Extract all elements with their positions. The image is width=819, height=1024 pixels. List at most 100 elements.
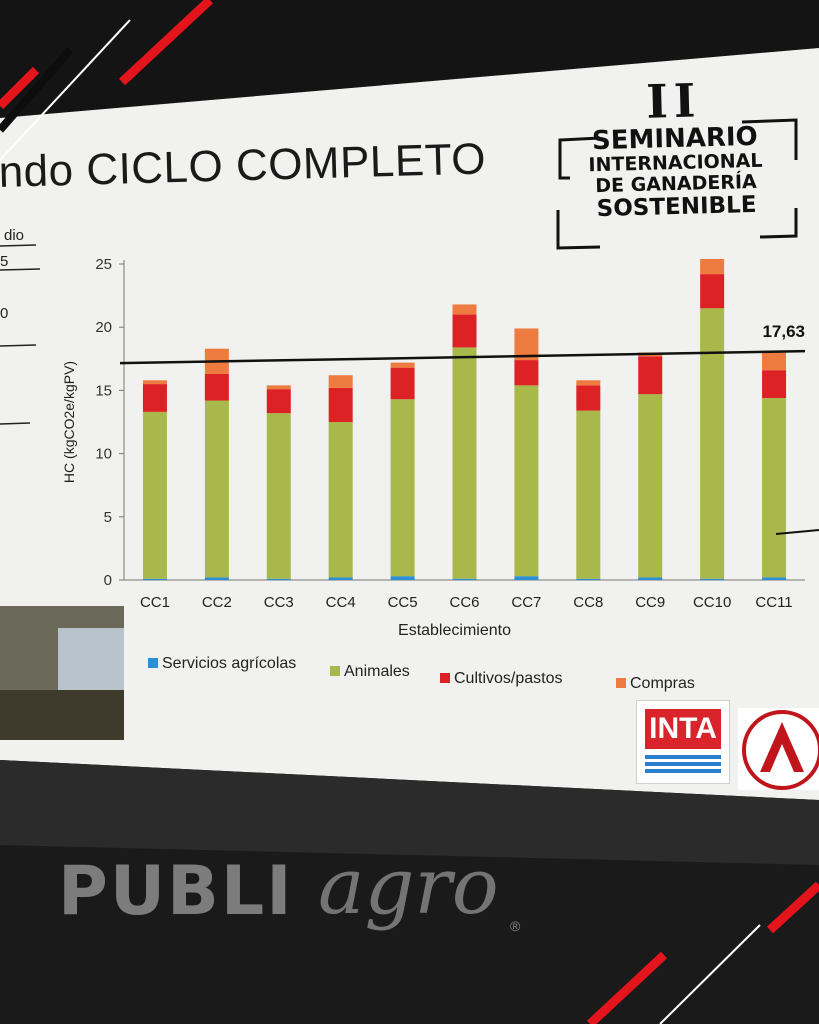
bar-segment-servicios <box>390 576 415 580</box>
accent-stripe <box>586 951 668 1024</box>
bar-segment-compras <box>142 380 167 385</box>
bar-segment-cultivos <box>638 356 663 395</box>
pointer-line <box>775 529 819 535</box>
bar-segment-compras <box>390 362 415 368</box>
x-tick-label: CC8 <box>573 594 603 611</box>
seminar-bracket <box>556 210 601 250</box>
accent-stripe <box>0 47 74 133</box>
bar-segment-cultivos <box>576 385 601 411</box>
y-tick-label: 20 <box>95 319 112 336</box>
bar-segment-animales <box>390 399 415 577</box>
x-tick-label: CC4 <box>326 594 356 611</box>
reference-line <box>119 349 806 365</box>
registered-mark: ® <box>510 918 521 934</box>
publiagro-watermark: PUBLI <box>58 852 294 931</box>
fragment-text: 5 <box>0 253 8 270</box>
bar-segment-servicios <box>762 577 787 580</box>
legend-label-servicios: Servicios agrícolas <box>162 655 296 672</box>
seminar-roman: II <box>645 73 703 129</box>
accent-stripe <box>118 0 214 86</box>
bar-segment-cultivos <box>266 389 291 414</box>
bar-segment-animales <box>576 410 601 579</box>
bar-segment-servicios <box>266 578 291 580</box>
stage-edge <box>0 845 819 1024</box>
inta-stripe <box>645 755 721 759</box>
x-tick-label: CC6 <box>449 594 479 611</box>
legend-swatch-animales <box>330 666 340 676</box>
inta-logo: INTA <box>636 700 730 784</box>
fragment-rule <box>0 344 37 347</box>
y-tick-label: 10 <box>95 446 112 463</box>
seminar-bracket <box>759 208 798 239</box>
bar-segment-servicios <box>142 578 167 580</box>
x-tick-label: CC5 <box>388 594 418 611</box>
bar-segment-servicios <box>452 578 477 580</box>
y-axis-label: HC (kgCO2e/kgPV) <box>61 361 77 483</box>
seminar-bracket <box>558 136 601 180</box>
accent-stripe <box>766 881 819 934</box>
fragment-rule <box>0 244 37 247</box>
accent-stripe <box>659 924 761 1024</box>
bar-segment-compras <box>576 380 601 386</box>
bar-segment-cultivos <box>390 367 415 400</box>
legend-label-compras: Compras <box>630 675 695 692</box>
bar-segment-animales <box>204 400 229 578</box>
x-tick-label: CC10 <box>693 594 731 611</box>
bar-segment-servicios <box>576 578 601 580</box>
x-tick-label: CC9 <box>635 594 665 611</box>
bar-segment-animales <box>142 411 167 579</box>
bar-segment-animales <box>638 394 663 578</box>
bar-segment-servicios <box>700 578 725 580</box>
bar-segment-cultivos <box>514 360 539 386</box>
legend-swatch-servicios <box>148 658 158 668</box>
bar-segment-servicios <box>204 577 229 580</box>
bar-segment-servicios <box>638 577 663 580</box>
seminar-bracket <box>741 118 798 160</box>
bar-segment-animales <box>514 385 539 577</box>
fragment-text: dio <box>4 227 24 244</box>
bar-segment-animales <box>266 413 291 579</box>
y-tick-label: 5 <box>104 509 112 526</box>
seminar-logo: II SEMINARIO INTERNACIONAL DE GANADERÍA … <box>554 73 797 251</box>
bar-segment-servicios <box>328 577 353 580</box>
bar-segment-compras <box>266 385 291 390</box>
y-tick-label: 15 <box>95 382 112 399</box>
fragment-text: 0 <box>0 305 8 322</box>
accent-stripe <box>0 66 40 110</box>
inta-stripe <box>645 769 721 773</box>
x-tick-label: CC1 <box>140 594 170 611</box>
bar-segment-cultivos <box>700 274 725 309</box>
x-tick-label: CC2 <box>202 594 232 611</box>
bar-segment-animales <box>762 397 787 578</box>
x-tick-label: CC3 <box>264 594 294 611</box>
photo-ground <box>0 690 124 740</box>
accent-stripe <box>0 19 131 161</box>
bar-segment-cultivos <box>762 370 787 398</box>
bar-segment-compras <box>328 375 353 388</box>
x-tick-label: CC7 <box>511 594 541 611</box>
faculty-logo-letter <box>760 722 804 772</box>
reference-line-label: 17,63 <box>762 322 805 341</box>
stacked-bar-chart: 0 5 10 15 20 25 HC (kgCO2e/kgPV) CC1 CC2 CC3 CC4 CC… <box>61 256 819 692</box>
publiagro-watermark-script: agro <box>318 842 499 932</box>
bar-segment-compras <box>762 351 787 371</box>
bar-segment-cultivos <box>452 314 477 348</box>
legend-label-cultivos: Cultivos/pastos <box>454 670 563 687</box>
bar-segment-animales <box>328 422 353 578</box>
y-tick-label: 25 <box>95 256 112 273</box>
x-axis-label: Establecimiento <box>398 622 511 639</box>
x-tick-label: CC11 <box>755 594 792 611</box>
inta-stripe <box>645 762 721 766</box>
bar-segment-compras <box>452 304 477 315</box>
legend-swatch-compras <box>616 678 626 688</box>
legend-label-animales: Animales <box>344 663 410 680</box>
legend-swatch-cultivos <box>440 673 450 683</box>
bar-segment-animales <box>452 347 477 579</box>
bar-segment-servicios <box>514 576 539 580</box>
bar-segment-cultivos <box>204 373 229 401</box>
bar-segment-cultivos <box>142 384 167 412</box>
bar-segment-compras <box>700 258 725 275</box>
seminar-line-4: SOSTENIBLE <box>596 191 757 223</box>
inta-logo-text: INTA <box>645 709 721 749</box>
